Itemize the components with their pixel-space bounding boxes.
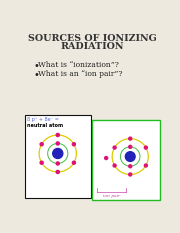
Circle shape xyxy=(53,148,63,158)
Bar xyxy=(92,120,160,200)
Bar xyxy=(25,115,91,198)
Circle shape xyxy=(40,143,43,146)
Circle shape xyxy=(72,161,75,164)
Circle shape xyxy=(129,145,132,148)
Text: SOURCES OF IONIZING: SOURCES OF IONIZING xyxy=(28,34,157,43)
Text: 8 p⁺ + 8e⁻ =: 8 p⁺ + 8e⁻ = xyxy=(27,117,59,122)
Circle shape xyxy=(40,161,43,164)
Text: What is “ionization”?: What is “ionization”? xyxy=(38,61,119,69)
Circle shape xyxy=(129,173,132,176)
Text: •: • xyxy=(33,69,39,79)
Circle shape xyxy=(144,146,147,149)
Circle shape xyxy=(72,143,75,146)
Circle shape xyxy=(56,134,59,137)
Circle shape xyxy=(144,164,147,167)
Text: RADIATION: RADIATION xyxy=(60,42,124,51)
Circle shape xyxy=(56,170,59,174)
Text: •: • xyxy=(33,61,39,71)
Circle shape xyxy=(56,142,59,145)
Circle shape xyxy=(113,164,116,167)
Text: neutral atom: neutral atom xyxy=(27,123,63,128)
Text: What is an “ion pair”?: What is an “ion pair”? xyxy=(38,69,123,78)
Text: ion pair: ion pair xyxy=(103,194,120,198)
Circle shape xyxy=(129,137,132,140)
Circle shape xyxy=(125,152,135,161)
Circle shape xyxy=(105,157,108,160)
Circle shape xyxy=(56,162,59,165)
Circle shape xyxy=(113,146,116,149)
Circle shape xyxy=(129,165,132,168)
